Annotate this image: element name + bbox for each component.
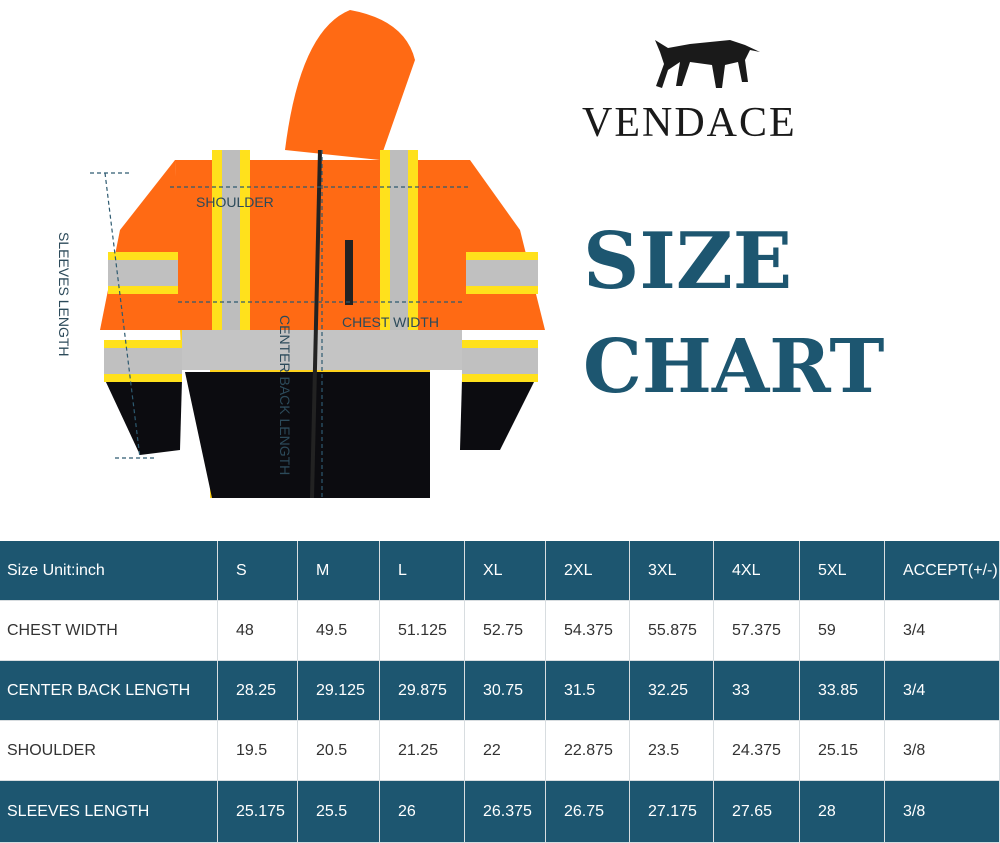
table-cell: 20.5 xyxy=(298,721,380,781)
table-cell: 59 xyxy=(800,601,885,661)
table-row: CENTER BACK LENGTH 28.25 29.125 29.875 30.75… xyxy=(0,661,1000,721)
table-cell: CENTER BACK LENGTH xyxy=(0,661,218,721)
table-row: CHEST WIDTH 48 49.5 51.125 52.75 54.375 55.875… xyxy=(0,601,1000,661)
headline: SIZE xyxy=(583,216,792,307)
table-cell: 49.5 xyxy=(298,601,380,661)
brand: VENDACE xyxy=(582,100,797,146)
table-row: SLEEVES LENGTH 25.175 25.5 26 26.375 26.75 27.… xyxy=(0,781,1000,843)
table-cell: 22.875 xyxy=(546,721,630,781)
table-cell: 29.125 xyxy=(298,661,380,721)
table-cell: 31.5 xyxy=(546,661,630,721)
table-cell: 25.15 xyxy=(800,721,885,781)
table-cell: 26.375 xyxy=(465,781,546,843)
table-cell: 29.875 xyxy=(380,661,465,721)
table-cell: 3/8 xyxy=(885,781,1000,843)
table-cell: 3/4 xyxy=(885,661,1000,721)
table-cell: 24.375 xyxy=(714,721,800,781)
table-cell: L xyxy=(380,541,465,601)
table-cell: 54.375 xyxy=(546,601,630,661)
table-cell: 2XL xyxy=(546,541,630,601)
table-cell: 48 xyxy=(218,601,298,661)
table-cell: 32.25 xyxy=(630,661,714,721)
measure-label: CENTER BACK LENGTH xyxy=(277,315,293,475)
measure-lines xyxy=(90,150,470,498)
table-row: SHOULDER 19.5 20.5 21.25 22 22.875 23.5 24.375 2… xyxy=(0,721,1000,781)
table-cell: CHEST WIDTH xyxy=(0,601,218,661)
table-cell: 19.5 xyxy=(218,721,298,781)
artwork: SHOULDER CHEST WIDTH CENTER BACK LENGTH … xyxy=(56,10,885,499)
table-cell: 21.25 xyxy=(380,721,465,781)
table-cell: 33.85 xyxy=(800,661,885,721)
table-cell: 22 xyxy=(465,721,546,781)
headline: CHART xyxy=(583,324,885,410)
table-cell: 52.75 xyxy=(465,601,546,661)
table-cell: 33 xyxy=(714,661,800,721)
table-cell: 3XL xyxy=(630,541,714,601)
table-cell: 51.125 xyxy=(380,601,465,661)
measure-label: SLEEVES LENGTH xyxy=(56,232,72,357)
table-cell: 28.25 xyxy=(218,661,298,721)
table-cell: Size Unit:inch xyxy=(0,541,218,601)
table-cell: 26 xyxy=(380,781,465,843)
measure-label: SHOULDER xyxy=(196,194,274,210)
table-cell: 5XL xyxy=(800,541,885,601)
size-table: Size Unit:inch S M L XL 2XL 3XL 4XL 5XL ACCEPT(+/… xyxy=(0,541,1000,843)
table-cell: 3/8 xyxy=(885,721,1000,781)
table-cell: 26.75 xyxy=(546,781,630,843)
table-cell: 23.5 xyxy=(630,721,714,781)
table-cell: 4XL xyxy=(714,541,800,601)
table-cell: 57.375 xyxy=(714,601,800,661)
logo-icon xyxy=(655,40,760,88)
table-cell: M xyxy=(298,541,380,601)
table-cell: 25.175 xyxy=(218,781,298,843)
table-cell: SHOULDER xyxy=(0,721,218,781)
table-cell: XL xyxy=(465,541,546,601)
measure-label: CHEST WIDTH xyxy=(342,314,439,330)
table-cell: 27.65 xyxy=(714,781,800,843)
table-cell: 28 xyxy=(800,781,885,843)
table-cell: SLEEVES LENGTH xyxy=(0,781,218,843)
table-cell: S xyxy=(218,541,298,601)
table-cell: ACCEPT(+/-) xyxy=(885,541,1000,601)
table-cell: 30.75 xyxy=(465,661,546,721)
table-cell: 55.875 xyxy=(630,601,714,661)
table-cell: 3/4 xyxy=(885,601,1000,661)
table-row: Size Unit:inch S M L XL 2XL 3XL 4XL 5XL ACCEPT(+/… xyxy=(0,541,1000,601)
table-cell: 27.175 xyxy=(630,781,714,843)
table-cell: 25.5 xyxy=(298,781,380,843)
